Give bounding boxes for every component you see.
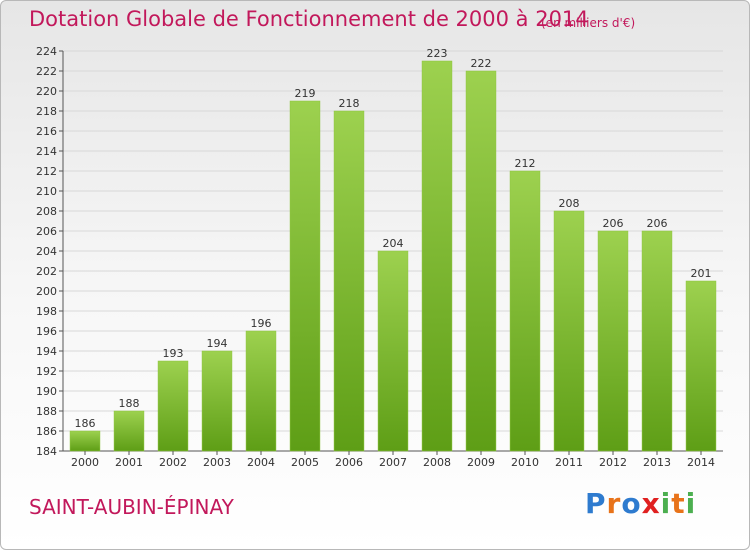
chart-subtitle: (en milliers d'€) [541,16,636,30]
x-tick-label: 2001 [115,456,143,469]
chart-title: Dotation Globale de Fonctionnement de 20… [29,7,589,31]
data-label: 194 [207,337,228,350]
y-tick-label: 186 [36,425,57,438]
y-tick-label: 222 [36,65,57,78]
x-tick-label: 2000 [71,456,99,469]
logo-letter: i [685,487,697,520]
commune-name: SAINT-AUBIN-ÉPINAY [29,495,234,519]
bar [685,280,717,452]
y-tick-label: 214 [36,145,57,158]
x-tick-label: 2010 [511,456,539,469]
x-tick-label: 2002 [159,456,187,469]
logo-letter: r [606,487,622,520]
logo-letter: i [660,487,672,520]
bar [289,100,321,452]
y-tick-label: 216 [36,125,57,138]
data-label: 186 [75,417,96,430]
bar [245,330,277,452]
x-tick-label: 2006 [335,456,363,469]
x-tick-label: 2008 [423,456,451,469]
y-tick-label: 200 [36,285,57,298]
y-tick-label: 194 [36,345,57,358]
x-tick-label: 2005 [291,456,319,469]
data-label: 204 [383,237,404,250]
x-tick-label: 2004 [247,456,275,469]
y-tick-label: 210 [36,185,57,198]
x-tick-label: 2003 [203,456,231,469]
x-tick-label: 2011 [555,456,583,469]
bar [465,70,497,452]
logo-letter: P [585,487,607,520]
y-tick-label: 202 [36,265,57,278]
bar [597,230,629,452]
x-tick-label: 2014 [687,456,715,469]
bar [157,360,189,452]
y-tick-label: 198 [36,305,57,318]
y-tick-label: 188 [36,405,57,418]
y-tick-label: 220 [36,85,57,98]
bar [377,250,409,452]
data-label: 201 [691,267,712,280]
logo-letter: t [671,487,686,520]
x-tick-label: 2012 [599,456,627,469]
y-tick-label: 190 [36,385,57,398]
data-label: 208 [559,197,580,210]
y-tick-label: 212 [36,165,57,178]
x-tick-label: 2009 [467,456,495,469]
y-tick-label: 208 [36,205,57,218]
bar [641,230,673,452]
data-label: 193 [163,347,184,360]
y-tick-label: 204 [36,245,57,258]
data-label: 196 [251,317,272,330]
bar [201,350,233,452]
data-label: 206 [647,217,668,230]
x-tick-label: 2013 [643,456,671,469]
proxiti-logo: Proxiti [585,487,696,520]
x-tick-label: 2007 [379,456,407,469]
bar [69,430,101,452]
bar [113,410,145,452]
y-tick-label: 218 [36,105,57,118]
data-label: 222 [471,57,492,70]
y-tick-label: 224 [36,45,57,58]
y-tick-label: 196 [36,325,57,338]
bar [509,170,541,452]
data-label: 206 [603,217,624,230]
y-tick-label: 206 [36,225,57,238]
y-tick-label: 184 [36,445,57,458]
data-label: 188 [119,397,140,410]
data-label: 218 [339,97,360,110]
logo-letter: o [621,487,642,520]
data-label: 223 [427,47,448,60]
logo-letter: x [641,487,661,520]
bar [421,60,453,452]
bar [553,210,585,452]
bar [333,110,365,452]
y-tick-label: 192 [36,365,57,378]
data-label: 212 [515,157,536,170]
data-label: 219 [295,87,316,100]
